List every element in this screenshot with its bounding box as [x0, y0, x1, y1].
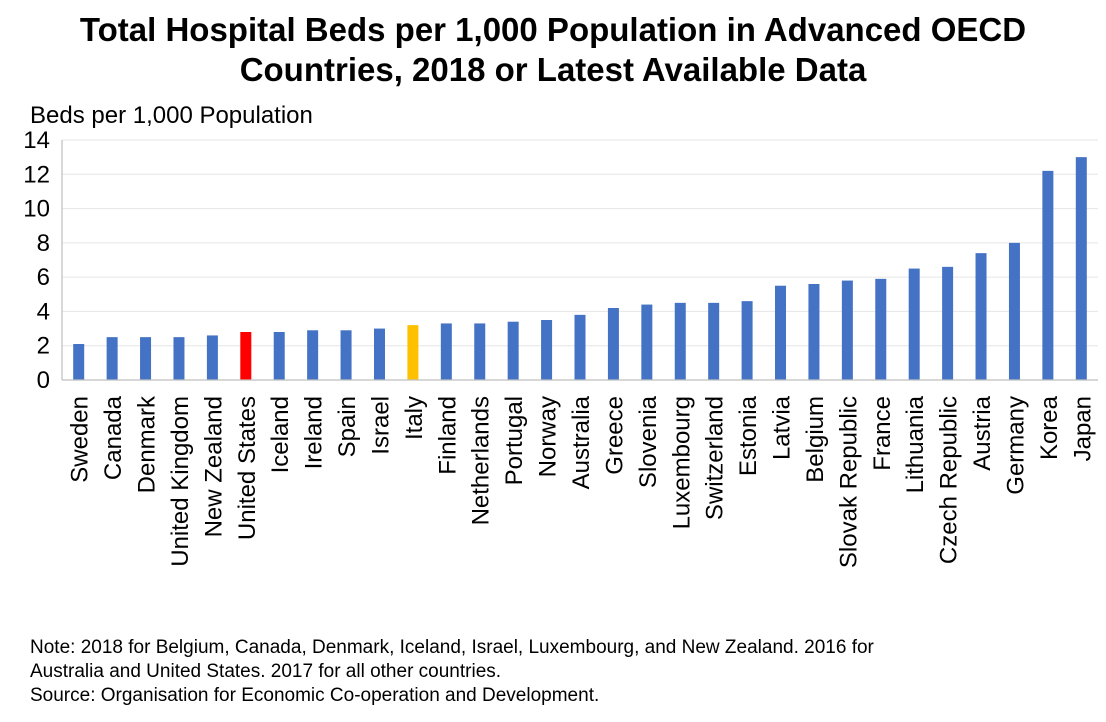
bar [340, 330, 352, 380]
bar [641, 304, 653, 380]
x-tick-label: France [869, 396, 896, 471]
x-tick-label: Canada [100, 395, 127, 480]
y-axis-label: Beds per 1,000 Population [30, 102, 313, 129]
x-tick-label: United Kingdom [167, 396, 194, 567]
x-tick-label: Germany [1002, 396, 1029, 495]
x-tick-label: Slovak Republic [835, 396, 862, 568]
bar [140, 337, 152, 380]
x-tick-label: Slovenia [635, 395, 662, 488]
bar [440, 323, 452, 380]
bar [507, 321, 519, 380]
bars [73, 157, 1087, 380]
y-tick-label: 10 [23, 196, 50, 223]
y-tick-label: 14 [23, 127, 50, 154]
y-tick-label: 0 [37, 367, 50, 394]
bar [106, 337, 118, 380]
x-tick-label: Norway [535, 396, 562, 477]
bar [908, 268, 920, 380]
bar [307, 330, 319, 380]
bar [841, 280, 853, 380]
bar [775, 285, 787, 380]
bar [607, 308, 619, 380]
bar [674, 302, 686, 380]
y-tick-label: 8 [37, 230, 50, 257]
bar [808, 284, 820, 380]
y-tick-label: 6 [37, 264, 50, 291]
x-tick-label: Denmark [134, 395, 161, 493]
bar [541, 320, 553, 380]
bar [708, 302, 720, 380]
x-tick-label: Luxembourg [668, 396, 695, 529]
y-tick-label: 2 [37, 333, 50, 360]
source-line: Source: Organisation for Economic Co-ope… [30, 685, 600, 706]
x-tick-label: Korea [1036, 395, 1063, 460]
x-tick-label: United States [234, 396, 261, 540]
x-tick-label: Estonia [735, 395, 762, 476]
x-tick-label: Lithuania [902, 395, 929, 493]
bar-chart: Beds per 1,000 Population 0 2 4 6 8 10 12 14 Sw… [23, 102, 1098, 568]
bar [73, 344, 85, 380]
y-axis-ticks: 0 2 4 6 8 10 12 14 [23, 127, 50, 394]
bar [1075, 157, 1087, 380]
x-tick-label: Italy [401, 396, 428, 440]
x-tick-label: Czech Republic [936, 396, 963, 564]
x-tick-label: Ireland [301, 396, 328, 469]
bar [1042, 170, 1054, 380]
x-tick-label: Israel [367, 396, 394, 455]
x-tick-label: Japan [1069, 396, 1096, 461]
bar [373, 328, 385, 380]
x-tick-label: Spain [334, 396, 361, 457]
x-tick-label: Portugal [501, 396, 528, 485]
x-tick-label: Netherlands [468, 396, 495, 525]
bar [875, 278, 887, 380]
note-line-1: Note: 2018 for Belgium, Canada, Denmark,… [30, 637, 874, 658]
x-tick-label: Finland [434, 396, 461, 475]
x-tick-label: Austria [969, 395, 996, 470]
x-tick-label: New Zealand [200, 396, 227, 537]
bar [942, 266, 954, 380]
chart-title-line-1: Total Hospital Beds per 1,000 Population… [79, 11, 1027, 48]
bar [975, 253, 987, 380]
bar [240, 332, 252, 380]
x-tick-label: Switzerland [702, 396, 729, 520]
bar [1008, 242, 1020, 380]
x-tick-label: Greece [601, 396, 628, 475]
y-tick-label: 4 [37, 298, 50, 325]
x-tick-label: Belgium [802, 396, 829, 483]
bar [173, 337, 185, 380]
bar [741, 301, 753, 380]
x-tick-label: Iceland [267, 396, 294, 473]
y-tick-label: 12 [23, 161, 50, 188]
note-line-2: Australia and United States. 2017 for al… [30, 661, 502, 682]
chart-title-line-2: Countries, 2018 or Latest Available Data [239, 51, 867, 88]
x-tick-label: Australia [568, 395, 595, 489]
gridlines [62, 139, 1098, 347]
x-tick-label: Sweden [67, 396, 94, 483]
x-axis-tick-labels: Sweden Canada Denmark United Kingdom New Zea… [67, 395, 1097, 568]
bar [574, 314, 586, 380]
x-tick-label: Latvia [769, 395, 796, 460]
chart-title: Total Hospital Beds per 1,000 Population… [0, 10, 1106, 90]
chart-footnote: Note: 2018 for Belgium, Canada, Denmark,… [30, 636, 1090, 708]
bar [474, 323, 486, 380]
axes [61, 140, 1098, 381]
bar [273, 332, 285, 380]
bar [407, 325, 419, 380]
bar [206, 335, 218, 380]
